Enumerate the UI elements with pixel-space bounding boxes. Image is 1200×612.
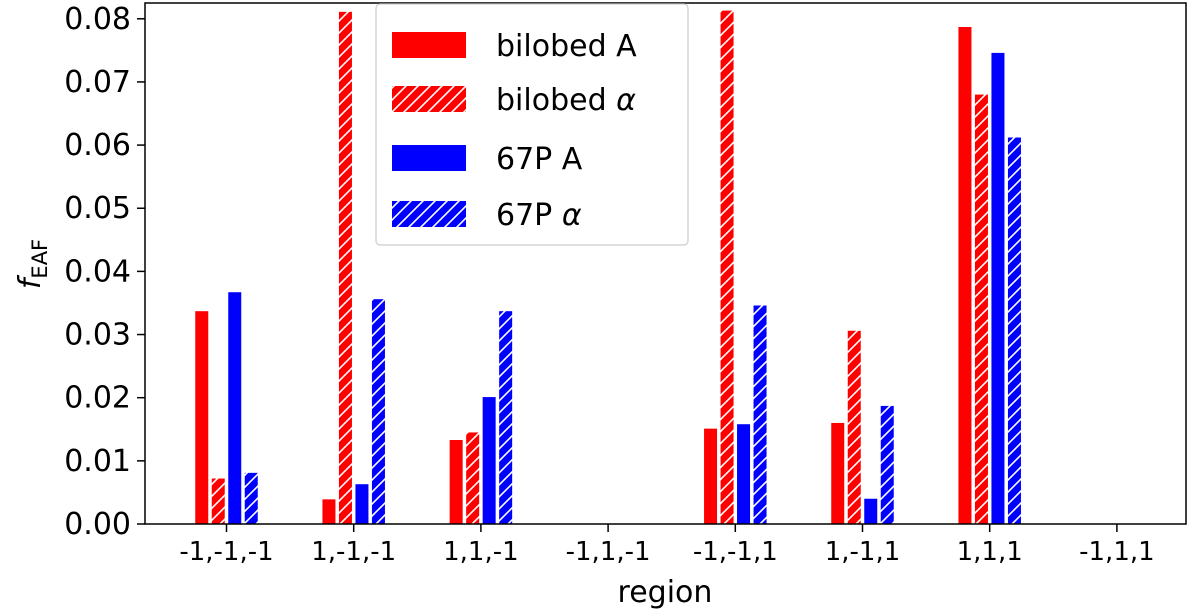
x-tick-label: 1,-1,-1 [311,537,396,567]
bars-group [195,10,1021,524]
bar-bilobed-a-6 [831,422,845,524]
bar-67p-a-5 [737,424,751,524]
x-tick-label: -1,1,1 [1079,537,1155,567]
legend-swatch [392,86,466,112]
x-tick-label: 1,1,-1 [443,537,519,567]
bar-bilobed-a-7 [958,27,972,524]
x-tick-label: 1,1,1 [957,537,1023,567]
y-tick-label: 0.03 [64,318,131,353]
y-axis-label: fEAF [13,239,52,289]
legend-swatch [392,145,466,171]
legend-label: 67P A [496,142,583,177]
bar-67p-alpha-5 [753,305,767,524]
legend-swatch [392,32,466,58]
y-axis-label-subscript: EAF [28,239,52,279]
y-tick-label: 0.05 [64,191,131,226]
bar-bilobed-alpha-1 [211,478,225,524]
legend-label: bilobed α [496,83,636,118]
bar-bilobed-alpha-7 [974,94,988,524]
bar-67p-a-2 [355,484,369,524]
y-tick-label: 0.00 [64,507,131,542]
y-tick-label: 0.06 [64,128,131,163]
legend: bilobed A bilobed α 67P A 67P α [375,3,689,246]
bar-bilobed-a-2 [322,499,336,524]
y-tick-label: 0.07 [64,65,131,100]
bar-bilobed-alpha-6 [847,330,861,524]
legend-label: 67P α [496,198,582,233]
bar-bilobed-a-5 [704,428,718,524]
legend-frame [375,3,689,246]
x-axis-ticks: -1,-1,-1 1,-1,-1 1,1,-1 -1,1,-1 -1,-1,1 1,-1,… [179,524,1155,567]
legend-swatch [392,201,466,227]
bar-bilobed-a-3 [449,440,463,524]
x-tick-label: -1,-1,-1 [179,537,273,567]
bar-bilobed-alpha-2 [338,11,352,524]
bar-67p-a-1 [228,292,242,524]
y-tick-label: 0.02 [64,381,131,416]
y-tick-label: 0.01 [64,444,131,479]
bar-67p-alpha-1 [244,472,258,524]
bar-67p-alpha-6 [880,405,894,524]
bar-67p-a-7 [991,52,1005,524]
legend-label: bilobed A [496,29,637,64]
bar-67p-a-6 [864,498,878,524]
y-tick-label: 0.04 [64,254,131,289]
bar-bilobed-alpha-3 [466,432,480,524]
svg-text:fEAF: fEAF [13,239,52,289]
bar-67p-alpha-3 [499,311,513,524]
x-tick-label: -1,-1,1 [693,537,778,567]
y-axis-ticks: 0.00 0.01 0.02 0.03 0.04 0.05 0.06 0.07 0.08 [64,2,145,542]
bar-67p-alpha-7 [1007,137,1021,524]
bar-67p-alpha-2 [371,299,385,524]
plot-frame [144,2,1187,525]
x-tick-label: -1,1,-1 [566,537,651,567]
x-axis-label: region [618,575,713,610]
bar-bilobed-alpha-5 [720,10,734,524]
bar-67p-a-3 [482,397,496,524]
y-tick-label: 0.08 [64,2,131,37]
bar-bilobed-a-1 [195,311,209,524]
x-tick-label: 1,-1,1 [825,537,901,567]
